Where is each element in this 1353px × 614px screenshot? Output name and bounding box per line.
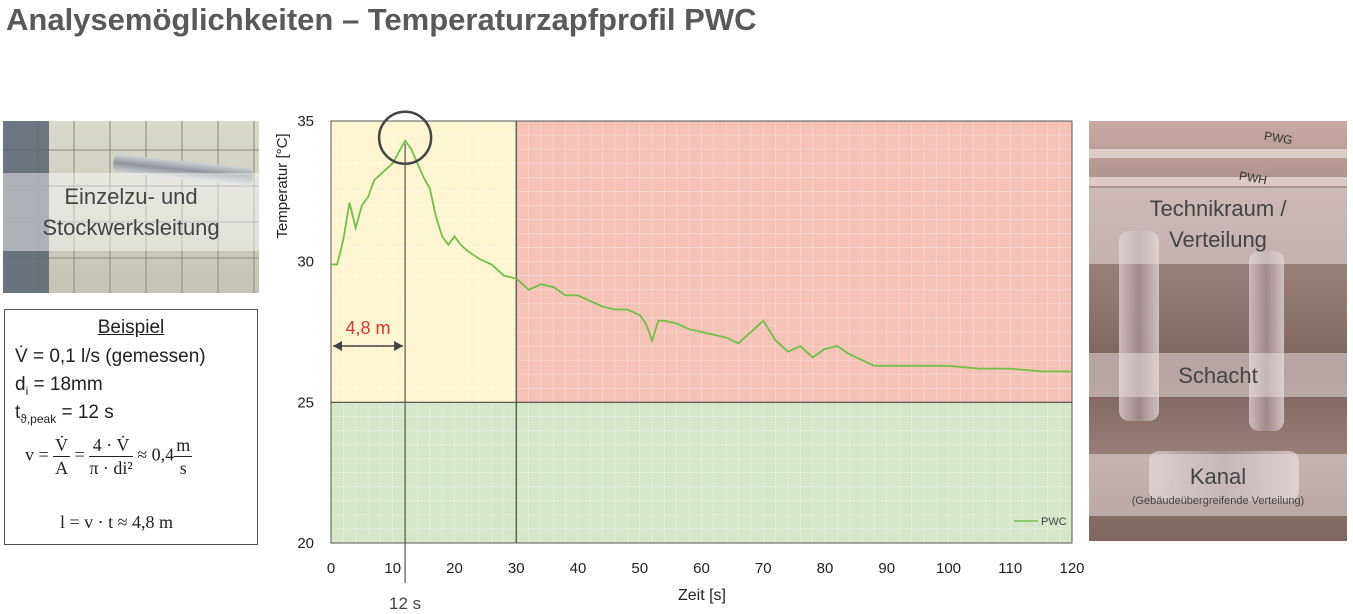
chart-axes: [330, 120, 1073, 544]
length-equation: l = v · t ≈ 4,8 m: [60, 512, 174, 532]
x-tick-label: 80: [817, 560, 834, 577]
right-photo: PWG PWH Technikraum / Verteilung Schacht…: [1089, 121, 1347, 541]
x-tick-label: 30: [508, 560, 525, 577]
peak-time-label: 12 s: [389, 594, 421, 613]
chart-zones: [331, 121, 1072, 543]
chart-ticks: 0 10 20 30 40 50 60 70 80 90 100 110 120 20 25 30 35: [297, 113, 1084, 577]
example-peak-time: tϑ,peak = 12 s: [15, 402, 114, 426]
left-photo-label-line2: Stockwerksleitung: [42, 215, 220, 240]
kanal-label: Kanal: [1189, 464, 1247, 489]
y-tick-label: 35: [297, 113, 314, 130]
technikraum-label: Technikraum / Verteilung: [1149, 196, 1287, 252]
x-tick-label: 50: [631, 560, 648, 577]
label-band: [1089, 188, 1347, 264]
chart-series: [331, 139, 1072, 373]
legend-label: PWC: [1041, 516, 1067, 528]
x-tick-label: 60: [693, 560, 710, 577]
left-photo: Einzelzu- und Stockwerksleitung: [3, 121, 259, 293]
example-flow: V̇ = 0,1 l/s (gemessen): [15, 346, 206, 367]
x-tick-label: 40: [570, 560, 587, 577]
zone-red: [516, 121, 1072, 403]
zone-green: [331, 402, 1072, 543]
example-heading: Beispiel: [97, 317, 165, 338]
ceiling-beam: [1089, 177, 1347, 186]
label-band: [1089, 353, 1347, 397]
fraction-4v-pi: 4 · V̇ π · di²: [89, 435, 133, 478]
distance-label: 4,8 m: [346, 318, 391, 338]
x-tick-label: 90: [878, 560, 895, 577]
arrowhead-right: [394, 341, 404, 351]
x-tick-label: 20: [446, 560, 463, 577]
arrowhead-left: [333, 341, 342, 351]
schacht-label: Schacht: [1178, 363, 1258, 388]
y-axis-label: Temperatur [°C]: [274, 133, 291, 238]
chart-annotations: PWC 12 s 4,8 m: [333, 110, 1067, 613]
y-tick-label: 30: [297, 254, 314, 271]
series-line-pwc: [331, 139, 1072, 373]
left-photo-label: Einzelzu- und Stockwerksleitung: [3, 181, 259, 243]
example-box: Beispiel V̇ = 0,1 l/s (gemessen) di = 18…: [4, 309, 258, 545]
ceiling-beam: [1089, 149, 1347, 158]
pipe-duct: [1249, 251, 1284, 431]
x-tick-label: 110: [998, 560, 1022, 577]
velocity-equation: v = V̇ A = 4 · V̇ π · di² ≈ 0,4 m s: [25, 435, 193, 478]
x-tick-label: 70: [755, 560, 772, 577]
x-tick-label: 0: [327, 560, 335, 577]
y-tick-label: 25: [297, 394, 314, 411]
x-tick-label: 10: [384, 560, 401, 577]
y-tick-label: 20: [297, 535, 314, 552]
example-diameter: di = 18mm: [15, 374, 103, 398]
label-band: [1089, 454, 1347, 516]
x-tick-label: 100: [936, 560, 961, 577]
kanal-sublabel: (Gebäudeübergreifende Verteilung): [1131, 495, 1305, 507]
x-tick-label: 120: [1059, 560, 1084, 577]
page-title: Analysemöglichkeiten – Temperaturzapfpro…: [6, 2, 757, 37]
label-band: [3, 173, 259, 251]
left-photo-label-line1: Einzelzu- und: [64, 184, 198, 209]
x-axis-label: Zeit [s]: [678, 587, 726, 604]
plot-frame: [330, 120, 1073, 544]
fraction-v-a: V̇ A: [53, 435, 71, 478]
